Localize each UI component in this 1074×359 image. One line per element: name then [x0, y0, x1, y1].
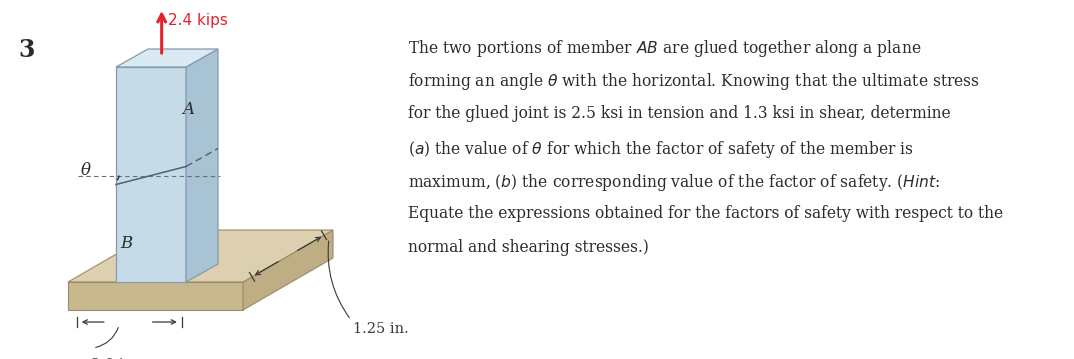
- Text: 2.4 kips: 2.4 kips: [168, 13, 228, 28]
- Text: normal and shearing stresses.): normal and shearing stresses.): [408, 239, 649, 256]
- Polygon shape: [68, 230, 333, 282]
- Polygon shape: [116, 49, 218, 67]
- Text: forming an angle $\theta$ with the horizontal. Knowing that the ultimate stress: forming an angle $\theta$ with the horiz…: [408, 71, 979, 93]
- Text: θ: θ: [81, 162, 91, 179]
- Polygon shape: [243, 230, 333, 310]
- Polygon shape: [116, 67, 186, 282]
- Text: A: A: [182, 101, 194, 117]
- Polygon shape: [68, 282, 243, 310]
- Text: 1.25 in.: 1.25 in.: [353, 322, 409, 336]
- Text: for the glued joint is 2.5 ksi in tension and 1.3 ksi in shear, determine: for the glued joint is 2.5 ksi in tensio…: [408, 105, 950, 122]
- Text: 2.0 in.: 2.0 in.: [91, 358, 137, 359]
- Text: ($\it{a}$) the value of $\theta$ for which the factor of safety of the member is: ($\it{a}$) the value of $\theta$ for whi…: [408, 139, 914, 159]
- Text: The two portions of member $\it{AB}$ are glued together along a plane: The two portions of member $\it{AB}$ are…: [408, 38, 921, 59]
- Text: maximum, ($\it{b}$) the corresponding value of the factor of safety. ($\it{Hint}: maximum, ($\it{b}$) the corresponding va…: [408, 172, 941, 193]
- Text: B: B: [120, 236, 132, 252]
- Text: Equate the expressions obtained for the factors of safety with respect to the: Equate the expressions obtained for the …: [408, 205, 1003, 223]
- Text: 3: 3: [18, 38, 34, 62]
- Polygon shape: [186, 49, 218, 282]
